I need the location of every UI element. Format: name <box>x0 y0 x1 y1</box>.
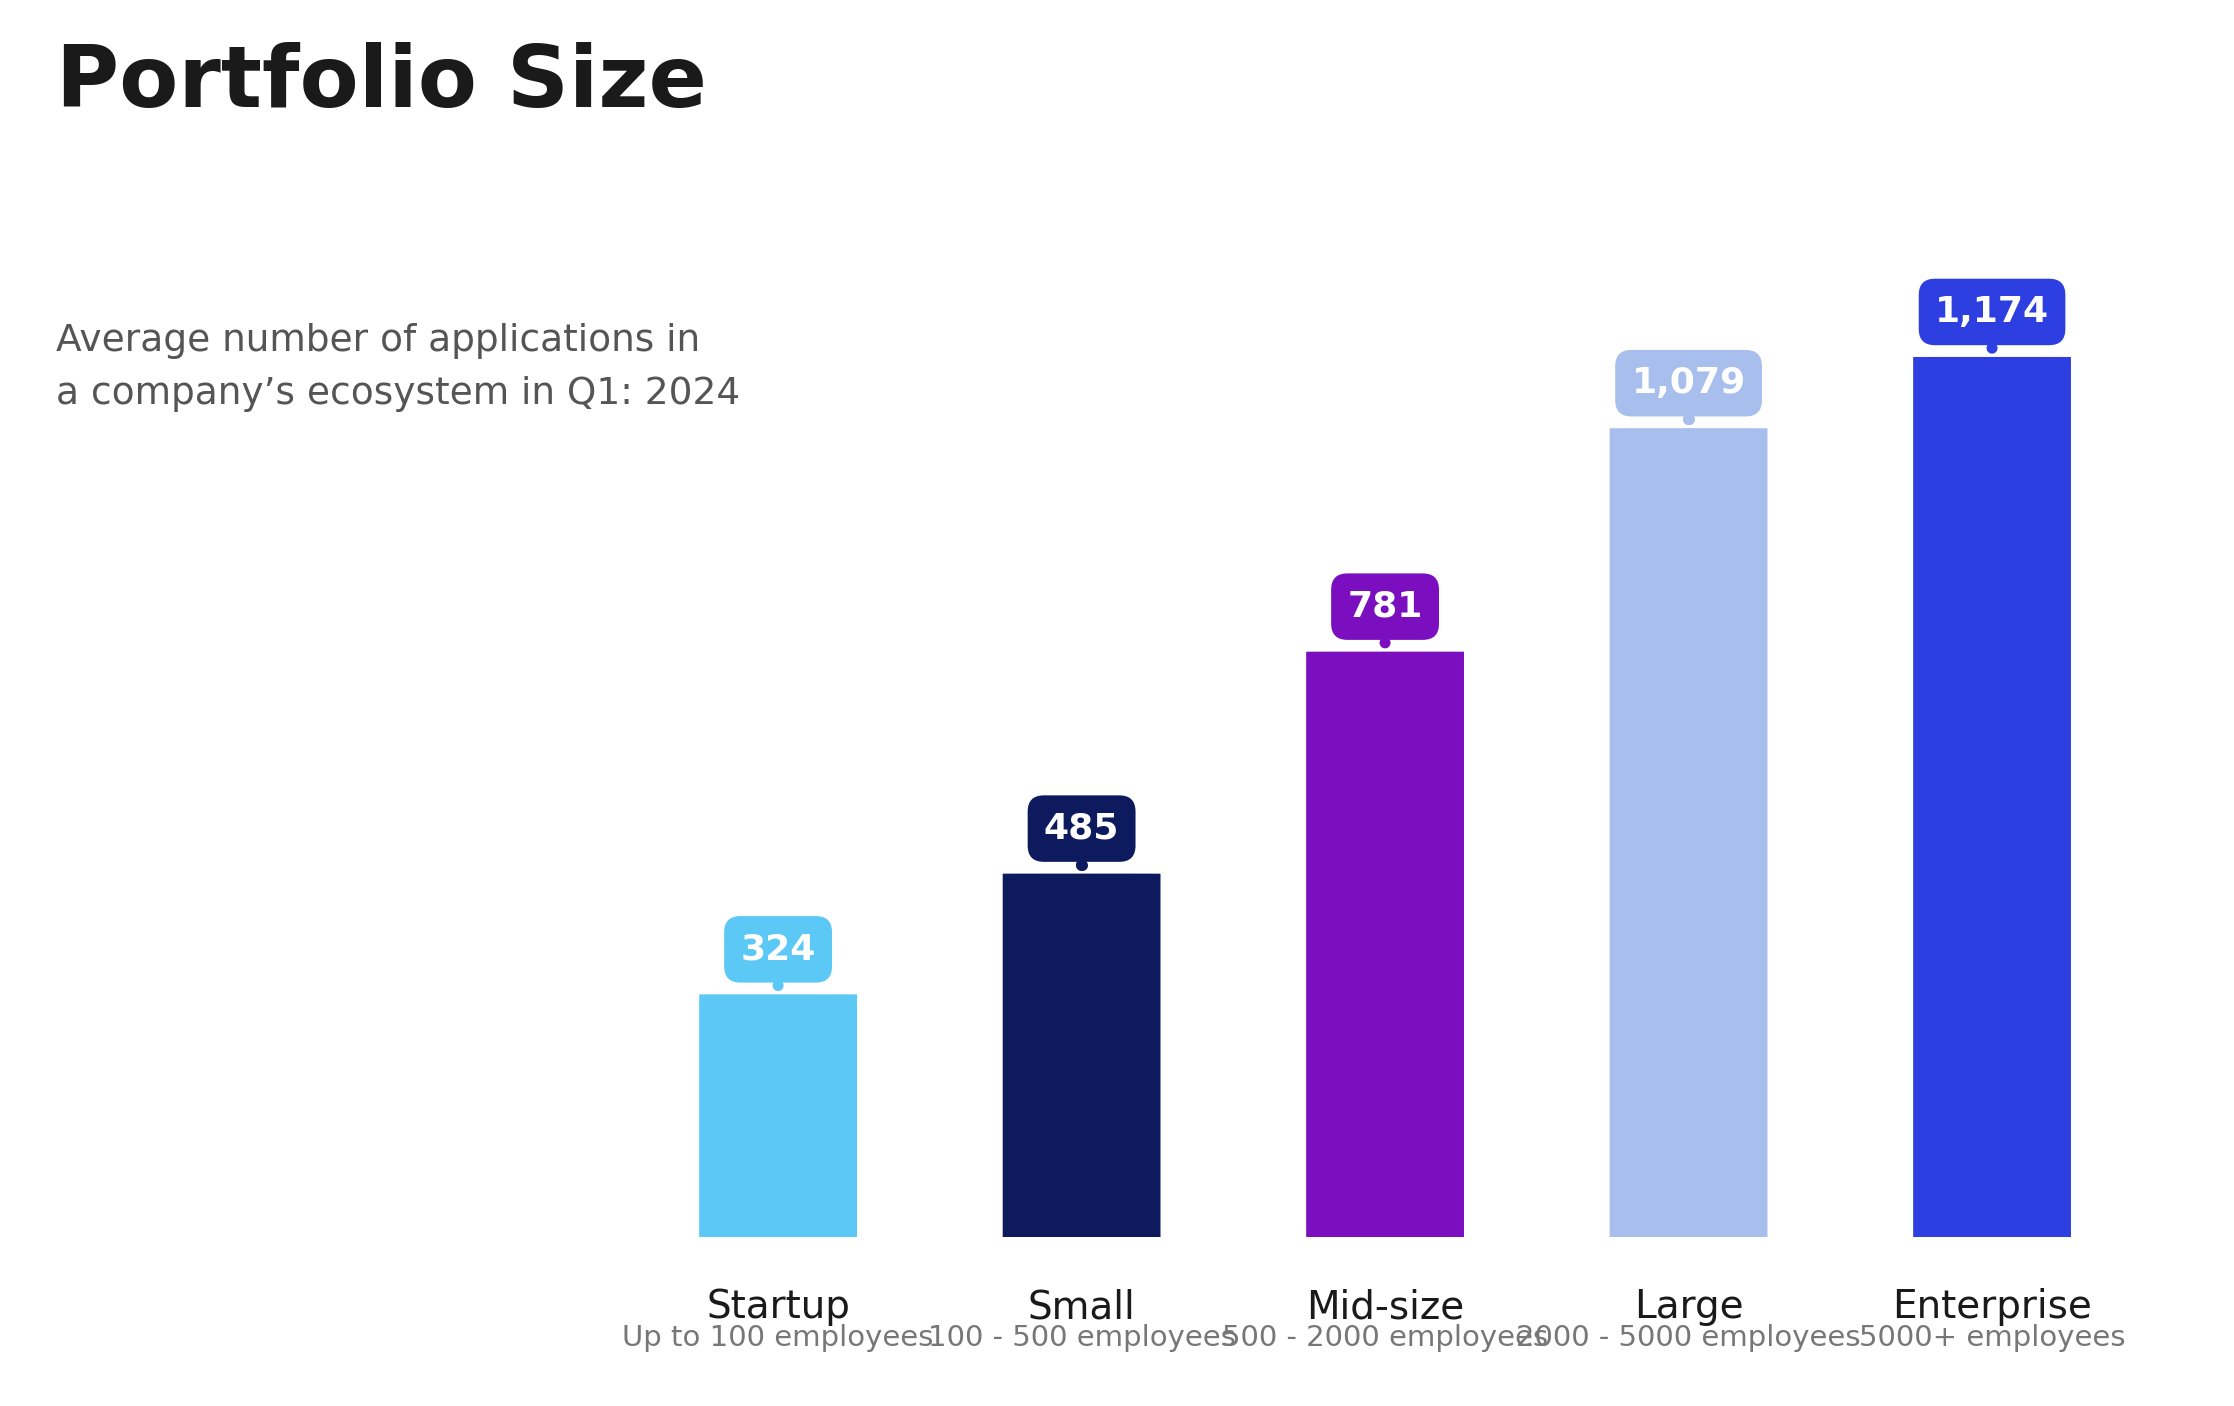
Text: Mid-size: Mid-size <box>1307 1288 1463 1326</box>
Text: Small: Small <box>1028 1288 1135 1326</box>
FancyBboxPatch shape <box>1307 651 1463 1237</box>
Text: Portfolio Size: Portfolio Size <box>56 42 706 125</box>
Text: Startup: Startup <box>706 1288 851 1326</box>
Text: 1,079: 1,079 <box>1631 366 1745 419</box>
Text: Average number of applications in
a company’s ecosystem in Q1: 2024: Average number of applications in a comp… <box>56 323 739 412</box>
Text: 485: 485 <box>1043 811 1119 865</box>
FancyBboxPatch shape <box>1003 873 1159 1237</box>
Text: Enterprise: Enterprise <box>1892 1288 2091 1326</box>
Text: 500 - 2000 employees: 500 - 2000 employees <box>1222 1323 1548 1351</box>
FancyBboxPatch shape <box>1912 357 2071 1237</box>
Text: 781: 781 <box>1347 589 1423 643</box>
FancyBboxPatch shape <box>699 994 858 1237</box>
Text: 2000 - 5000 employees: 2000 - 5000 employees <box>1517 1323 1861 1351</box>
Text: 5000+ employees: 5000+ employees <box>1859 1323 2125 1351</box>
Text: 324: 324 <box>739 932 815 986</box>
Text: Up to 100 employees: Up to 100 employees <box>623 1323 934 1351</box>
Ellipse shape <box>0 553 2234 1406</box>
FancyBboxPatch shape <box>1611 429 1767 1237</box>
Text: 1,174: 1,174 <box>1935 295 2049 349</box>
Text: Large: Large <box>1633 1288 1743 1326</box>
Text: 100 - 500 employees: 100 - 500 employees <box>927 1323 1235 1351</box>
